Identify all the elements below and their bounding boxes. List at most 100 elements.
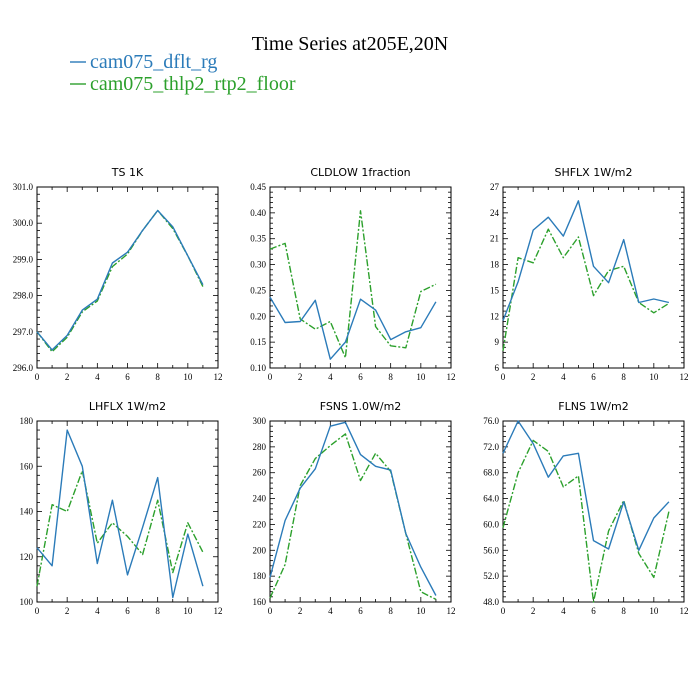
x-tick-label: 6 bbox=[125, 372, 130, 382]
legend: cam075_dflt_rg cam075_thlp2_rtp2_floor bbox=[70, 51, 296, 95]
legend-label-1: cam075_thlp2_rtp2_floor bbox=[90, 73, 296, 95]
series-line-1 bbox=[36, 470, 204, 587]
y-tick-label: 260 bbox=[253, 468, 267, 478]
y-tick-label: 15 bbox=[490, 285, 500, 295]
y-tick-label: 76.0 bbox=[483, 416, 499, 426]
x-tick-label: 2 bbox=[531, 372, 536, 382]
x-tick-label: 4 bbox=[561, 606, 566, 616]
y-tick-label: 298.0 bbox=[13, 291, 34, 301]
y-tick-label: 12 bbox=[490, 311, 499, 321]
panel-1: CLDLOW 1fraction 0 2 4 6 8 10 12 0.10 0.15 0.20 0.2… bbox=[250, 166, 455, 382]
y-tick-label: 0.35 bbox=[250, 234, 266, 244]
x-tick-label: 8 bbox=[621, 372, 626, 382]
series-line-0 bbox=[36, 209, 204, 351]
y-tick-label: 56.0 bbox=[483, 545, 499, 555]
panel-title: CLDLOW 1fraction bbox=[310, 166, 410, 179]
series-line-1 bbox=[502, 228, 670, 351]
y-tick-label: 0.30 bbox=[250, 260, 266, 270]
y-tick-label: 300.0 bbox=[13, 218, 34, 228]
x-tick-label: 10 bbox=[416, 606, 426, 616]
panel-title: LHFLX 1W/m2 bbox=[89, 400, 166, 413]
x-tick-label: 6 bbox=[358, 372, 363, 382]
x-tick-label: 12 bbox=[214, 372, 223, 382]
series-line-0 bbox=[36, 429, 204, 599]
y-tick-label: 0.10 bbox=[250, 363, 266, 373]
y-tick-label: 21 bbox=[490, 234, 499, 244]
x-tick-label: 10 bbox=[416, 372, 426, 382]
y-tick-label: 120 bbox=[20, 552, 34, 562]
x-tick-label: 2 bbox=[65, 606, 70, 616]
x-tick-label: 2 bbox=[531, 606, 536, 616]
legend-label-0: cam075_dflt_rg bbox=[90, 51, 217, 73]
panel-5: FLNS 1W/m2 0 2 4 6 8 10 12 48.0 52.0 56.0 60.0 64.0 6… bbox=[483, 400, 688, 616]
panel-4: FSNS 1.0W/m2 0 2 4 6 8 10 12 160 180 200 220 240 260 2… bbox=[253, 400, 456, 616]
x-tick-label: 6 bbox=[125, 606, 130, 616]
y-tick-label: 48.0 bbox=[483, 597, 499, 607]
x-tick-label: 0 bbox=[501, 372, 506, 382]
y-tick-label: 6 bbox=[495, 363, 500, 373]
y-tick-label: 0.20 bbox=[250, 311, 266, 321]
panel-3: LHFLX 1W/m2 0 2 4 6 8 10 12 100 120 140 160 180 bbox=[20, 400, 223, 616]
figure-title: Time Series at205E,20N bbox=[252, 33, 448, 55]
x-tick-label: 2 bbox=[298, 606, 303, 616]
x-tick-label: 2 bbox=[298, 372, 303, 382]
x-tick-label: 0 bbox=[268, 372, 273, 382]
y-tick-label: 200 bbox=[253, 545, 267, 555]
series-line-1 bbox=[269, 210, 437, 359]
x-tick-label: 8 bbox=[388, 372, 393, 382]
x-tick-label: 10 bbox=[183, 606, 193, 616]
y-tick-label: 100 bbox=[20, 597, 34, 607]
x-tick-label: 4 bbox=[328, 606, 333, 616]
panels: TS 1K0 2 4 6 8 10 12296.0297.0298.0299.0300.03… bbox=[13, 166, 689, 616]
x-tick-label: 12 bbox=[447, 606, 456, 616]
y-tick-label: 301.0 bbox=[13, 182, 34, 192]
x-tick-label: 8 bbox=[155, 372, 160, 382]
y-tick-label: 24 bbox=[490, 208, 500, 218]
y-tick-label: 180 bbox=[20, 416, 34, 426]
panel-0: TS 1K 0 2 4 6 8 10 12 296.0 297.0 298.0 299.0 300.0 3… bbox=[13, 166, 223, 382]
y-tick-label: 300 bbox=[253, 416, 267, 426]
y-tick-label: 140 bbox=[20, 507, 34, 517]
y-tick-label: 9 bbox=[495, 337, 500, 347]
x-tick-label: 12 bbox=[447, 372, 456, 382]
x-tick-label: 2 bbox=[65, 372, 70, 382]
x-tick-label: 6 bbox=[358, 606, 363, 616]
x-tick-label: 6 bbox=[591, 606, 596, 616]
x-tick-label: 0 bbox=[501, 606, 506, 616]
x-tick-label: 0 bbox=[35, 372, 40, 382]
y-tick-label: 0.45 bbox=[250, 182, 266, 192]
series-line-0 bbox=[502, 420, 670, 551]
y-tick-label: 299.0 bbox=[13, 254, 34, 264]
y-tick-label: 280 bbox=[253, 442, 267, 452]
x-tick-label: 12 bbox=[214, 606, 223, 616]
x-tick-label: 8 bbox=[621, 606, 626, 616]
x-tick-label: 4 bbox=[95, 372, 100, 382]
x-tick-label: 10 bbox=[649, 606, 659, 616]
y-tick-label: 52.0 bbox=[483, 571, 499, 581]
y-tick-label: 27 bbox=[490, 182, 500, 192]
x-tick-label: 4 bbox=[561, 372, 566, 382]
x-tick-label: 0 bbox=[35, 606, 40, 616]
y-tick-label: 296.0 bbox=[13, 363, 34, 373]
y-tick-label: 68.0 bbox=[483, 468, 499, 478]
x-tick-label: 12 bbox=[680, 372, 689, 382]
panel-title: SHFLX 1W/m2 bbox=[554, 166, 632, 179]
y-tick-label: 297.0 bbox=[13, 327, 34, 337]
series-line-1 bbox=[269, 433, 437, 601]
x-tick-label: 8 bbox=[388, 606, 393, 616]
x-tick-label: 8 bbox=[155, 606, 160, 616]
series-line-0 bbox=[502, 200, 670, 321]
y-tick-label: 64.0 bbox=[483, 494, 499, 504]
y-tick-label: 60.0 bbox=[483, 519, 499, 529]
x-tick-label: 4 bbox=[95, 606, 100, 616]
y-tick-label: 72.0 bbox=[483, 442, 499, 452]
panel-title: TS 1K bbox=[111, 166, 144, 179]
y-tick-label: 0.15 bbox=[250, 337, 266, 347]
y-tick-label: 240 bbox=[253, 494, 267, 504]
panel-title: FSNS 1.0W/m2 bbox=[320, 400, 402, 413]
series-line-0 bbox=[269, 296, 437, 360]
y-tick-label: 18 bbox=[490, 260, 500, 270]
x-tick-label: 6 bbox=[591, 372, 596, 382]
